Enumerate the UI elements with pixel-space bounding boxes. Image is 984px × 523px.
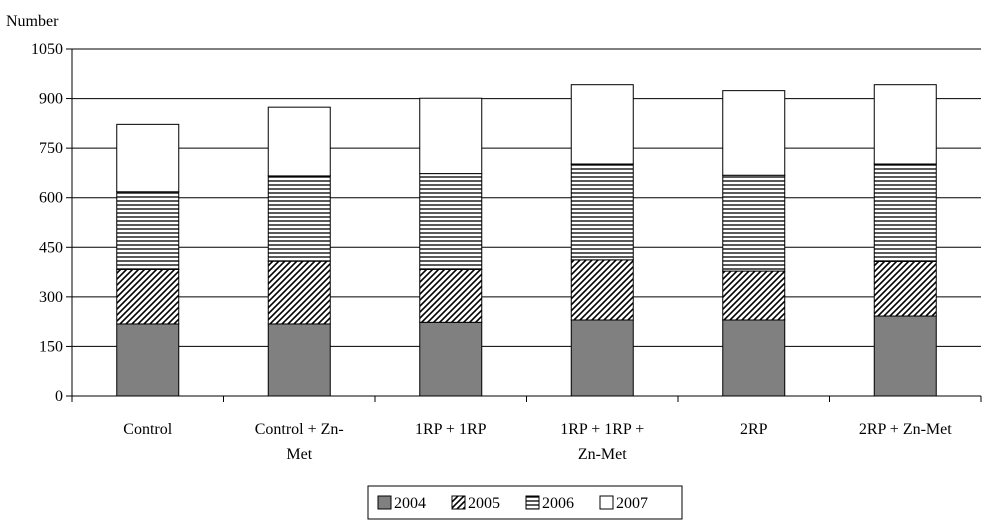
bar-2006-5 bbox=[873, 163, 937, 262]
legend: 2004 2005 2006 2007 bbox=[367, 485, 683, 520]
legend-box bbox=[367, 485, 683, 520]
x-tick-label: 1RP + 1RP bbox=[415, 421, 487, 438]
y-tick-label: 1050 bbox=[31, 41, 63, 58]
bar-2004-2 bbox=[419, 321, 483, 397]
bar-2004-0 bbox=[116, 323, 180, 397]
axes bbox=[71, 49, 982, 402]
bar-2005-2 bbox=[419, 268, 483, 323]
bar-2005-5 bbox=[873, 260, 937, 317]
x-tick-label: 2RP bbox=[740, 421, 768, 438]
bar-2007-0 bbox=[116, 123, 180, 193]
bar-2007-4 bbox=[722, 90, 786, 176]
y-tick-label: 750 bbox=[39, 140, 63, 157]
bar-2006-4 bbox=[722, 174, 786, 272]
bar-2006-1 bbox=[267, 175, 331, 262]
y-tick-label: 300 bbox=[39, 289, 63, 306]
legend-label-2007: 2007 bbox=[616, 495, 648, 512]
legend-label-2006: 2006 bbox=[542, 495, 574, 512]
bar-2007-5 bbox=[873, 84, 937, 165]
bar-2007-3 bbox=[570, 84, 634, 165]
bar-2006-2 bbox=[419, 173, 483, 270]
bar-2006-0 bbox=[116, 191, 180, 270]
y-tick-label: 600 bbox=[39, 190, 63, 207]
x-tick-label: 1RP + 1RP + Zn-Met bbox=[560, 421, 644, 463]
y-tick-labels: 0 150 300 450 600 750 900 1050 bbox=[31, 41, 63, 405]
bar-2007-2 bbox=[419, 97, 483, 175]
x-tick-label: 2RP + Zn-Met bbox=[859, 421, 952, 438]
legend-swatch-2007 bbox=[599, 495, 614, 510]
legend-label-2005: 2005 bbox=[468, 495, 500, 512]
y-tick-label: 900 bbox=[39, 91, 63, 108]
bar-2004-4 bbox=[722, 319, 786, 397]
gridlines bbox=[66, 48, 981, 397]
bar-2004-5 bbox=[873, 315, 937, 397]
bar-2005-0 bbox=[116, 268, 180, 325]
bar-2005-1 bbox=[267, 260, 331, 325]
bar-2005-4 bbox=[722, 270, 786, 321]
bars bbox=[116, 84, 937, 397]
y-tick-label: 0 bbox=[55, 388, 63, 405]
bar-2004-1 bbox=[267, 323, 331, 397]
y-axis-label: Number bbox=[6, 13, 59, 30]
x-tick-labels: Control Control + Zn-Met 1RP + 1RP 1RP + 1R… bbox=[123, 421, 952, 463]
bar-2004-3 bbox=[570, 319, 634, 397]
bar-2007-1 bbox=[267, 106, 331, 177]
legend-label-2004: 2004 bbox=[394, 495, 426, 512]
legend-swatch-2005 bbox=[451, 495, 466, 510]
x-tick-label: Control bbox=[123, 421, 172, 438]
bar-2006-3 bbox=[570, 163, 634, 261]
y-tick-label: 450 bbox=[39, 239, 63, 256]
x-tick-label: Control + Zn-Met bbox=[255, 421, 344, 463]
y-tick-label: 150 bbox=[39, 338, 63, 355]
legend-swatch-2004 bbox=[377, 495, 392, 510]
legend-swatch-2006 bbox=[525, 495, 540, 510]
bar-2005-3 bbox=[570, 259, 634, 321]
